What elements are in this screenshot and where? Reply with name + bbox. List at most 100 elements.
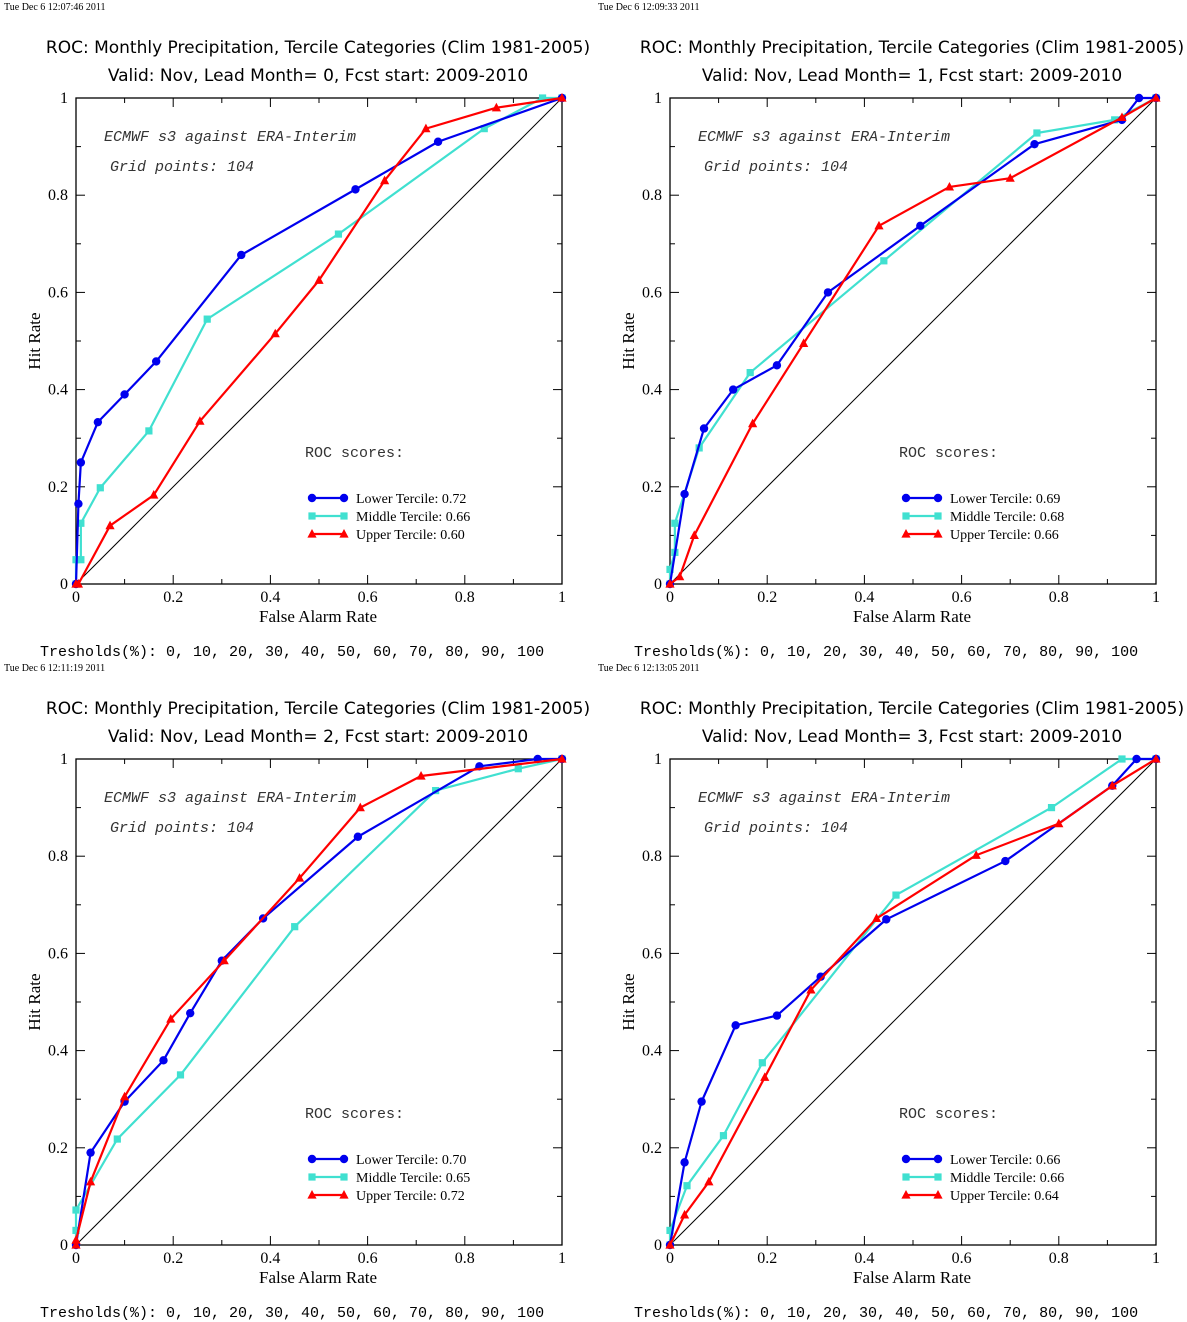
legend-marker: [901, 529, 911, 538]
legend-entry-lower-tercile: Lower Tercile: 0.66: [901, 1153, 1060, 1168]
middle-tercile-point: [480, 125, 488, 133]
lower-tercile-point: [237, 250, 246, 260]
timestamp: Tue Dec 6 12:09:33 2011: [598, 2, 699, 13]
upper-tercile-point: [806, 984, 816, 994]
roc-panel-lead-1: Tue Dec 6 12:09:33 2011 ROC: Monthly Prec…: [594, 0, 1187, 661]
legend-entry-lower-tercile: Lower Tercile: 0.69: [901, 492, 1060, 507]
upper-tercile-point: [1117, 112, 1127, 122]
x-tick-label: 1: [558, 589, 566, 606]
upper-tercile-point: [120, 1091, 130, 1101]
x-tick-label: 0.6: [952, 589, 972, 606]
y-tick-label: 1: [654, 90, 662, 107]
x-tick-label: 1: [1152, 1250, 1160, 1267]
lower-tercile-point: [816, 972, 825, 981]
x-tick-label: 0.4: [854, 1250, 874, 1267]
x-tick-label: 0: [666, 589, 674, 606]
legend-entry-upper-tercile: Upper Tercile: 0.66: [901, 528, 1059, 543]
lower-tercile-point: [731, 1021, 740, 1030]
lower-tercile-point: [823, 288, 833, 297]
middle-tercile-point: [666, 1226, 674, 1235]
x-tick-label: 0.4: [854, 589, 874, 606]
middle-tercile-point: [113, 1135, 121, 1143]
upper-tercile-point: [71, 1235, 81, 1244]
upper-tercile-point: [294, 873, 305, 882]
legend-marker: [933, 529, 943, 538]
middle-tercile-point: [334, 230, 343, 238]
upper-tercile-line: [669, 97, 1157, 585]
middle-tercile-point: [1047, 804, 1056, 812]
legend-marker: [934, 1173, 942, 1181]
annotation-model: ECMWF s3 against ERA-Interim: [698, 790, 950, 807]
chart-subtitle: Valid: Nov, Lead Month= 0, Fcst start: 2…: [108, 66, 528, 86]
legend-label: Upper Tercile: 0.72: [356, 1189, 465, 1204]
lower-tercile-point: [1132, 754, 1141, 764]
y-tick-label: 0: [60, 576, 68, 593]
lower-tercile-point: [772, 1011, 782, 1020]
lower-tercile-point: [351, 185, 360, 194]
upper-tercile-point: [71, 1240, 81, 1249]
upper-tercile-point: [689, 530, 699, 539]
x-tick-label: 0.2: [163, 589, 183, 606]
y-tick-label: 0.8: [48, 187, 68, 204]
y-tick-label: 0.6: [48, 945, 68, 962]
legend-marker: [307, 1190, 317, 1199]
x-tick-label: 1: [1152, 589, 1160, 606]
x-tick-label: 1: [558, 1250, 566, 1267]
upper-tercile-point: [1151, 93, 1161, 102]
chart-title: ROC: Monthly Precipitation, Tercile Cate…: [46, 38, 590, 58]
lower-tercile-point: [353, 832, 363, 841]
upper-tercile-point: [748, 418, 758, 428]
legend-marker: [308, 1173, 316, 1181]
x-axis-label: False Alarm Rate: [259, 607, 377, 626]
lower-tercile-point: [728, 385, 738, 394]
upper-tercile-point: [971, 850, 981, 859]
lower-tercile-point: [680, 1158, 689, 1167]
legend-marker: [340, 1173, 348, 1181]
legend-label: Lower Tercile: 0.69: [950, 492, 1060, 507]
legend-label: Lower Tercile: 0.70: [356, 1153, 466, 1168]
legend-marker: [307, 529, 317, 538]
x-tick-label: 0: [72, 589, 80, 606]
legend-entry-middle-tercile: Middle Tercile: 0.66: [308, 510, 470, 525]
middle-tercile-point: [758, 1059, 766, 1067]
lower-tercile-point: [159, 1056, 168, 1065]
legend-marker: [308, 512, 316, 520]
y-axis-label: Hit Rate: [25, 312, 44, 369]
y-axis-label: Hit Rate: [619, 312, 638, 369]
middle-tercile-point: [145, 427, 153, 435]
y-tick-label: 0: [654, 576, 662, 593]
chart-subtitle: Valid: Nov, Lead Month= 3, Fcst start: 2…: [702, 727, 1122, 747]
upper-tercile-series: [71, 93, 567, 588]
x-tick-label: 0.6: [358, 1250, 378, 1267]
legend-entry-lower-tercile: Lower Tercile: 0.70: [307, 1153, 466, 1168]
lower-tercile-point: [1030, 139, 1039, 149]
lower-tercile-point: [433, 137, 443, 146]
upper-tercile-point: [270, 328, 280, 338]
no-skill-diagonal: [669, 758, 1157, 1246]
lower-tercile-point: [151, 357, 161, 366]
y-tick-label: 0.2: [642, 479, 662, 496]
legend-marker: [933, 1154, 943, 1164]
middle-tercile-point: [203, 315, 211, 323]
upper-tercile-point: [195, 416, 205, 425]
annotation-grid-points: Grid points: 104: [110, 820, 254, 837]
upper-tercile-point: [679, 1209, 690, 1219]
no-skill-diagonal: [75, 758, 563, 1246]
upper-tercile-point: [704, 1176, 714, 1186]
timestamp: Tue Dec 6 12:13:05 2011: [598, 663, 699, 674]
upper-tercile-point: [314, 275, 324, 284]
lower-tercile-point: [697, 1097, 706, 1106]
thresholds-text: Tresholds(%): 0, 10, 20, 30, 40, 50, 60,…: [40, 1305, 544, 1322]
legend-marker: [933, 493, 943, 503]
x-tick-label: 0.8: [1049, 589, 1069, 606]
roc-panel-lead-3: Tue Dec 6 12:13:05 2011 ROC: Monthly Prec…: [594, 661, 1187, 1322]
legend-marker: [901, 493, 911, 503]
x-tick-label: 0.6: [952, 1250, 972, 1267]
lower-tercile-point: [186, 1008, 195, 1018]
chart-subtitle: Valid: Nov, Lead Month= 2, Fcst start: 2…: [108, 727, 528, 747]
middle-tercile-point: [1033, 129, 1041, 137]
legend-label: Upper Tercile: 0.64: [950, 1189, 1059, 1204]
legend-marker: [340, 512, 348, 520]
legend-marker: [902, 512, 910, 520]
y-axis-label: Hit Rate: [619, 973, 638, 1030]
